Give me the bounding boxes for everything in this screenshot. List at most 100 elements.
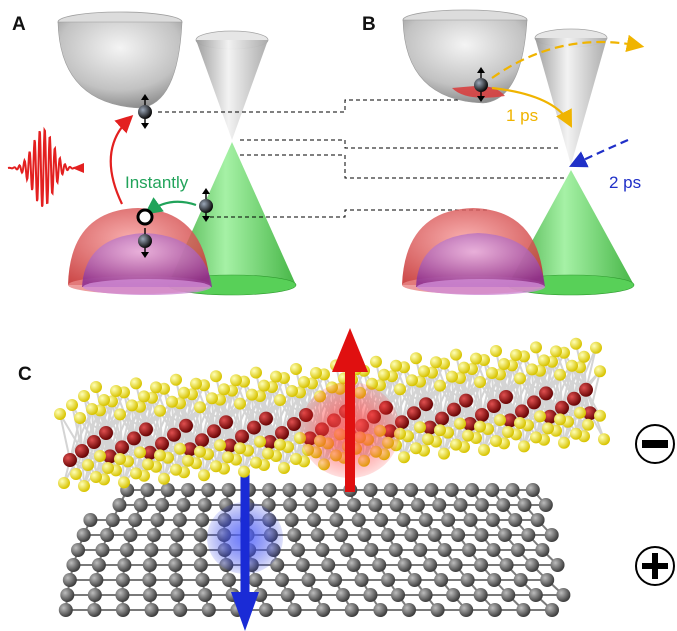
carbon-atom bbox=[253, 588, 268, 602]
panel-b-label: B bbox=[362, 14, 376, 35]
sulfur-atom bbox=[270, 370, 282, 383]
carbon-atom bbox=[373, 603, 388, 617]
sulfur-atom bbox=[214, 439, 226, 452]
carbon-atom bbox=[423, 558, 438, 572]
carbon-atom bbox=[307, 513, 321, 527]
sulfur-atom bbox=[110, 385, 122, 397]
mos2-bond bbox=[163, 388, 175, 436]
sulfur-atom bbox=[130, 377, 142, 390]
sulfur-atom bbox=[134, 446, 146, 459]
sulfur-atom bbox=[142, 458, 154, 471]
sulfur-atom bbox=[78, 480, 90, 492]
metal-atom bbox=[503, 413, 517, 428]
carbon-atom bbox=[91, 558, 106, 572]
metal-atom bbox=[447, 402, 461, 417]
arrow-orange-escape bbox=[491, 34, 645, 79]
mos2-bond bbox=[563, 352, 575, 400]
sulfur-atom bbox=[102, 462, 114, 474]
carbon-atom bbox=[346, 498, 361, 512]
sulfur-atom bbox=[486, 367, 498, 379]
sulfur-atom bbox=[598, 433, 610, 446]
carbon-atom bbox=[142, 588, 157, 602]
carbon-atom bbox=[407, 573, 422, 587]
carbon-atom bbox=[221, 573, 236, 587]
mos2-bond bbox=[163, 425, 187, 480]
carbon-atom bbox=[335, 588, 350, 602]
carbon-atom bbox=[89, 573, 104, 587]
carbon-atom bbox=[389, 498, 404, 512]
carbon-atom bbox=[485, 513, 500, 527]
sulfur-atom bbox=[310, 367, 322, 379]
annotation-instantly: Instantly bbox=[125, 173, 189, 192]
metal-atom bbox=[475, 408, 489, 422]
metal-atom bbox=[207, 424, 221, 439]
sulfur-atom bbox=[234, 397, 246, 410]
carbon-atom bbox=[66, 558, 81, 572]
carbon-atom bbox=[501, 588, 516, 602]
carbon-atom bbox=[517, 498, 532, 512]
mos2-bond bbox=[59, 413, 71, 461]
carbon-atom bbox=[195, 513, 210, 527]
mos2-bond bbox=[523, 356, 535, 403]
sulfur-atom bbox=[198, 469, 210, 482]
carbon-atom bbox=[344, 603, 359, 617]
metal-atom bbox=[459, 393, 473, 408]
sulfur-atom bbox=[450, 348, 462, 361]
carbon-atom bbox=[391, 588, 406, 602]
carbon-atom bbox=[168, 558, 183, 572]
carbon-atom bbox=[176, 498, 191, 512]
metal-atom bbox=[275, 426, 289, 440]
carbon-atom bbox=[446, 588, 461, 602]
sulfur-atom bbox=[94, 450, 106, 462]
mos2-bond bbox=[191, 393, 215, 432]
metal-atom bbox=[247, 420, 261, 435]
carbon-atom bbox=[321, 558, 336, 572]
carbon-atom bbox=[76, 528, 91, 542]
carbon-atom bbox=[550, 558, 565, 572]
carbon-atom bbox=[150, 513, 165, 527]
sulfur-atom bbox=[418, 365, 430, 378]
carbon-atom bbox=[460, 573, 475, 587]
carbon-atom bbox=[364, 543, 379, 557]
conduction-band-b bbox=[402, 9, 528, 104]
mos2-bond bbox=[443, 400, 467, 454]
sulfur-atom bbox=[246, 388, 258, 401]
sulfur-atom bbox=[206, 392, 218, 405]
sulfur-atom bbox=[458, 361, 470, 374]
carbon-atom bbox=[404, 528, 419, 542]
carbon-atom bbox=[142, 573, 157, 587]
panel-c-label: C bbox=[18, 364, 32, 385]
carbon-atom bbox=[410, 498, 425, 512]
excitation-arrow bbox=[109, 114, 134, 205]
sulfur-atom bbox=[490, 435, 502, 447]
metal-atom bbox=[99, 426, 113, 440]
sulfur-atom bbox=[238, 465, 250, 478]
carbon-atom bbox=[115, 573, 130, 587]
carbon-atom bbox=[195, 573, 210, 587]
carbon-atom bbox=[315, 543, 330, 557]
sulfur-atom bbox=[170, 463, 182, 476]
spin-up-indicator bbox=[300, 328, 400, 492]
sulfur-atom bbox=[138, 390, 150, 403]
metal-atom bbox=[259, 411, 273, 426]
sulfur-atom bbox=[434, 424, 446, 437]
metal-atom bbox=[487, 399, 501, 413]
carbon-atom bbox=[221, 483, 236, 497]
carbon-atom bbox=[441, 513, 456, 527]
carbon-atom bbox=[374, 513, 389, 527]
carbon-atom bbox=[193, 558, 208, 572]
mos2-bond bbox=[231, 390, 255, 429]
carbon-atom bbox=[284, 513, 299, 527]
sulfur-atom bbox=[390, 359, 402, 372]
carbon-atom bbox=[545, 603, 559, 617]
hole-icon bbox=[136, 208, 154, 226]
mos2-bond bbox=[391, 375, 415, 414]
mos2-bond bbox=[271, 386, 283, 434]
carbon-atom bbox=[144, 603, 159, 617]
carbon-atom bbox=[71, 543, 86, 557]
metal-atom bbox=[463, 417, 477, 431]
carbon-atom bbox=[310, 528, 325, 542]
mos2-bond bbox=[243, 381, 255, 428]
metal-atom bbox=[167, 427, 181, 442]
